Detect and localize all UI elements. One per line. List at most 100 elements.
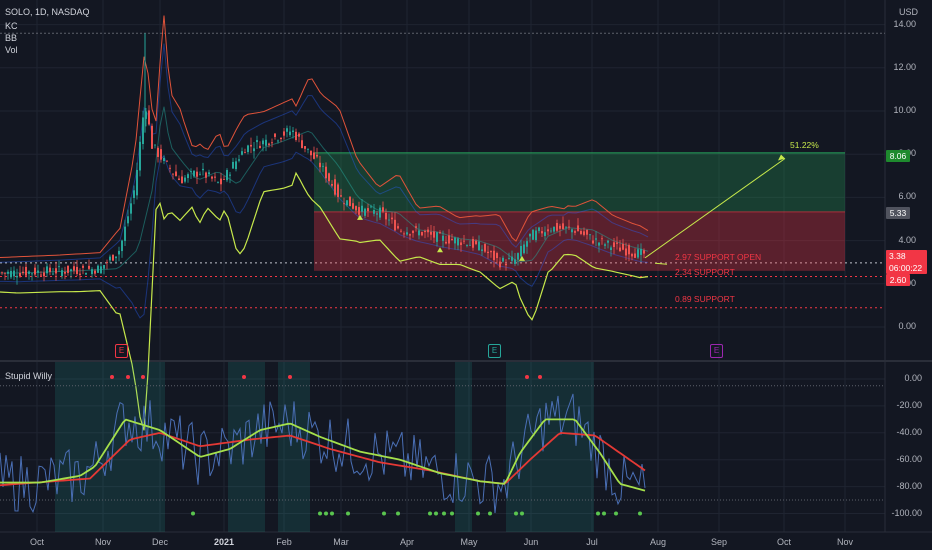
price-axis-label: 6.00 [898,191,916,202]
candle-body [322,165,324,167]
candle-body [316,154,318,157]
oversold-dot [442,511,446,516]
candle-body [379,207,381,218]
candle-body [580,230,582,234]
indicator-kc[interactable]: KC [5,21,18,31]
candle-body [106,262,108,264]
candle-body [472,239,474,248]
candle-body [7,271,9,274]
candle-body [412,230,414,234]
candle-body [28,271,30,274]
candle-body [643,250,645,254]
oscillator-zone [455,362,472,532]
overbought-dot [538,375,542,379]
candle-body [10,270,12,278]
overbought-dot [141,375,145,379]
time-axis-label: Nov [836,537,854,547]
candle-body [88,265,90,269]
candle-body [136,169,138,196]
candle-body [4,272,6,274]
earnings-event-icon[interactable]: E [710,344,723,358]
candle-body [625,248,627,256]
oversold-dot [191,511,195,516]
candle-body [634,253,636,258]
candle-body [91,269,93,275]
candle-body [19,272,21,277]
candle-body [475,240,477,245]
earnings-event-icon[interactable]: E [488,344,501,358]
candle-body [70,269,72,272]
candle-body [187,174,189,179]
bb-upper-line [0,43,649,263]
candle-body [328,173,330,182]
candle-body [583,231,585,235]
candle-body [550,230,552,232]
candle-body [289,131,291,136]
candle-body [445,241,447,244]
candle-body [532,229,534,240]
candle-body [499,261,501,268]
candle-body [127,216,129,224]
candle-body [169,167,171,169]
candle-body [403,233,405,235]
candle-body [337,184,339,197]
candle-body [301,140,303,149]
candle-body [334,179,336,195]
candle-body [178,178,180,180]
candle-body [223,179,225,180]
candle-body [64,271,66,274]
oversold-dot [330,511,334,516]
time-axis-label: Apr [399,537,415,547]
candle-body [268,143,270,145]
oversold-dot [434,511,438,516]
candle-body [547,229,549,232]
candle-body [439,232,441,234]
candle-body [97,265,99,273]
candle-body [331,184,333,186]
oversold-dot [428,511,432,516]
oversold-dot [602,511,606,516]
candle-body [607,240,609,243]
candle-body [364,208,366,216]
oscillator-legend[interactable]: Stupid Willy [5,371,53,381]
candle-body [37,270,39,273]
candle-body [523,244,525,254]
candle-body [454,237,456,244]
time-axis-label: 2021 [213,537,235,547]
candle-body [46,266,48,274]
oversold-dot [638,511,642,516]
symbol-legend[interactable]: SOLO, 1D, NASDAQ [5,7,90,17]
signal-marker [437,247,443,253]
kc-basis-line [0,106,649,274]
indicator-vol[interactable]: Vol [5,45,18,55]
candle-body [109,256,111,261]
candle-body [145,111,147,119]
time-axis-label: Sep [710,537,728,547]
candle-body [259,145,261,149]
candle-body [130,203,132,214]
support-label-open: 2.97 SUPPORT OPEN [675,252,762,262]
indicator-bb[interactable]: BB [5,33,18,43]
candle-body [517,253,519,260]
time-axis-label: Nov [94,537,112,547]
candle-body [604,244,606,246]
support-label-2: 2.34 SUPPORT [675,267,735,277]
projection-percent: 51.22% [790,140,819,150]
candle-body [151,125,153,149]
candle-body [205,172,207,178]
candle-body [235,161,237,170]
earnings-event-icon[interactable]: E [115,344,128,358]
time-axis-label: Feb [276,537,292,547]
price-axis-label: 12.00 [893,61,916,72]
candle-body [601,238,603,240]
candle-body [589,234,591,236]
candle-body [142,117,144,145]
candle-body [553,226,555,232]
oscillator-zone [506,362,594,532]
candle-body [43,272,45,277]
candle-body [148,110,150,125]
candle-body [190,171,192,172]
candle-body [529,233,531,237]
candle-body [319,162,321,168]
